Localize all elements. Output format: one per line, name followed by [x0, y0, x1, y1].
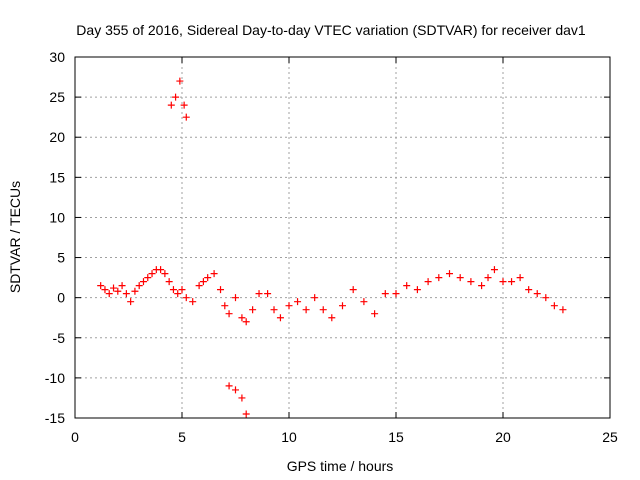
data-point	[174, 290, 182, 298]
y-tick-label: 15	[49, 169, 65, 185]
y-tick-label: 25	[49, 89, 65, 105]
data-point	[172, 93, 180, 101]
data-point	[311, 294, 319, 302]
data-point	[232, 386, 239, 394]
y-axis-label: SDTVAR / TECUs	[7, 181, 23, 293]
x-tick-label: 10	[281, 429, 297, 445]
y-tick-label: 5	[57, 250, 65, 266]
chart-title: Day 355 of 2016, Sidereal Day-to-day VTE…	[76, 22, 586, 38]
data-point	[249, 306, 257, 314]
data-point	[144, 274, 152, 282]
data-point	[456, 274, 464, 282]
data-point	[403, 282, 411, 290]
x-axis-label: GPS time / hours	[287, 458, 394, 474]
data-point	[110, 284, 118, 292]
data-point	[533, 290, 541, 298]
data-point	[221, 302, 229, 310]
data-point	[264, 290, 272, 298]
data-point	[349, 286, 357, 294]
plot-frame	[74, 56, 611, 419]
data-point	[392, 290, 400, 298]
data-point	[167, 101, 175, 109]
data-point	[238, 394, 246, 402]
data-point	[484, 274, 492, 282]
y-tick-label: -10	[45, 370, 65, 386]
data-point	[255, 290, 263, 298]
data-point	[127, 298, 135, 306]
data-point	[118, 282, 126, 290]
data-point	[131, 287, 139, 295]
data-point	[242, 318, 250, 326]
data-point	[217, 286, 225, 294]
data-point	[178, 286, 186, 294]
data-point	[302, 306, 310, 314]
data-point	[176, 77, 184, 85]
x-tick-label: 0	[71, 429, 79, 445]
data-point	[381, 290, 389, 298]
data-point	[210, 270, 218, 278]
data-point	[478, 282, 486, 290]
grid	[75, 57, 610, 418]
data-point	[105, 290, 113, 298]
data-point	[161, 270, 169, 278]
y-tick-label: 10	[49, 209, 65, 225]
y-tick-label: -15	[45, 410, 65, 426]
x-tick-label: 20	[495, 429, 511, 445]
data-point	[169, 286, 177, 294]
y-tick-label: 30	[49, 49, 65, 65]
x-tick-label: 15	[388, 429, 404, 445]
data-point	[508, 278, 516, 286]
x-tick-label: 25	[602, 429, 618, 445]
x-tick-label: 5	[178, 429, 186, 445]
data-point	[148, 270, 156, 278]
data-point	[180, 101, 188, 109]
data-point	[199, 278, 207, 286]
data-point	[424, 278, 432, 286]
data-point	[114, 287, 122, 295]
data-point	[371, 310, 379, 318]
y-tick-label: -5	[53, 330, 66, 346]
data-point	[525, 286, 533, 294]
data-point	[285, 302, 293, 310]
data-point	[276, 314, 284, 322]
data-point	[97, 282, 105, 290]
y-tick-label: 0	[57, 290, 65, 306]
data-point	[360, 298, 368, 306]
axis-ticks: -15 -10 -5 0 5 10 15 20 25 30 0 5 10 15 20 25	[45, 49, 618, 445]
data-point	[559, 306, 567, 314]
data-point	[550, 302, 558, 310]
data-point	[413, 286, 421, 294]
data-points	[97, 77, 567, 418]
data-point	[242, 410, 250, 418]
y-tick-label: 20	[49, 129, 65, 145]
data-point	[165, 278, 173, 286]
data-point	[139, 278, 147, 286]
data-point	[195, 282, 203, 290]
data-point	[270, 306, 278, 314]
data-point	[516, 274, 524, 282]
data-point	[189, 298, 197, 306]
data-point	[542, 294, 550, 302]
data-point	[490, 266, 498, 274]
data-point	[339, 302, 346, 310]
data-point	[446, 270, 453, 278]
data-point	[101, 286, 109, 294]
data-point	[294, 298, 302, 306]
data-point	[225, 310, 233, 318]
data-point	[204, 274, 212, 282]
data-point	[319, 306, 327, 314]
data-point	[467, 278, 475, 286]
data-point	[238, 314, 246, 322]
data-point	[182, 113, 190, 121]
data-point	[225, 382, 233, 390]
data-point	[157, 266, 165, 274]
data-point	[499, 278, 507, 286]
data-point	[435, 274, 443, 282]
data-point	[135, 282, 143, 290]
data-point	[328, 314, 336, 322]
data-point	[122, 290, 130, 298]
data-point	[232, 294, 239, 302]
data-point	[182, 294, 190, 302]
